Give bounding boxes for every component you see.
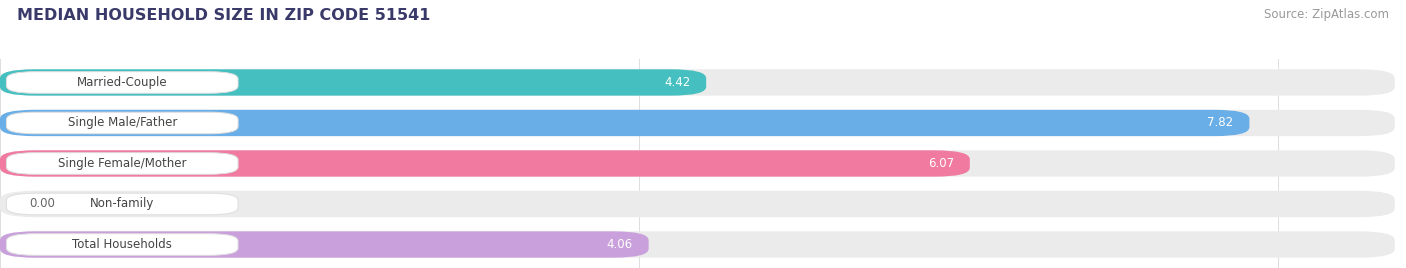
- FancyBboxPatch shape: [0, 69, 1395, 96]
- Text: Single Male/Father: Single Male/Father: [67, 117, 177, 129]
- FancyBboxPatch shape: [0, 150, 1395, 177]
- FancyBboxPatch shape: [0, 110, 1250, 136]
- Text: 4.06: 4.06: [606, 238, 633, 251]
- Text: 7.82: 7.82: [1208, 117, 1233, 129]
- Text: Total Households: Total Households: [72, 238, 172, 251]
- FancyBboxPatch shape: [7, 193, 238, 215]
- FancyBboxPatch shape: [7, 153, 238, 174]
- Text: 4.42: 4.42: [664, 76, 690, 89]
- FancyBboxPatch shape: [7, 234, 238, 255]
- Text: Single Female/Mother: Single Female/Mother: [58, 157, 187, 170]
- Text: Married-Couple: Married-Couple: [77, 76, 167, 89]
- Text: 6.07: 6.07: [928, 157, 953, 170]
- FancyBboxPatch shape: [0, 231, 1395, 258]
- FancyBboxPatch shape: [0, 69, 706, 96]
- Text: 0.00: 0.00: [28, 198, 55, 210]
- Text: Non-family: Non-family: [90, 198, 155, 210]
- FancyBboxPatch shape: [0, 231, 648, 258]
- FancyBboxPatch shape: [0, 110, 1395, 136]
- Text: MEDIAN HOUSEHOLD SIZE IN ZIP CODE 51541: MEDIAN HOUSEHOLD SIZE IN ZIP CODE 51541: [17, 8, 430, 23]
- FancyBboxPatch shape: [0, 191, 1395, 217]
- FancyBboxPatch shape: [7, 72, 238, 93]
- Text: Source: ZipAtlas.com: Source: ZipAtlas.com: [1264, 8, 1389, 21]
- FancyBboxPatch shape: [0, 150, 970, 177]
- FancyBboxPatch shape: [7, 112, 238, 134]
